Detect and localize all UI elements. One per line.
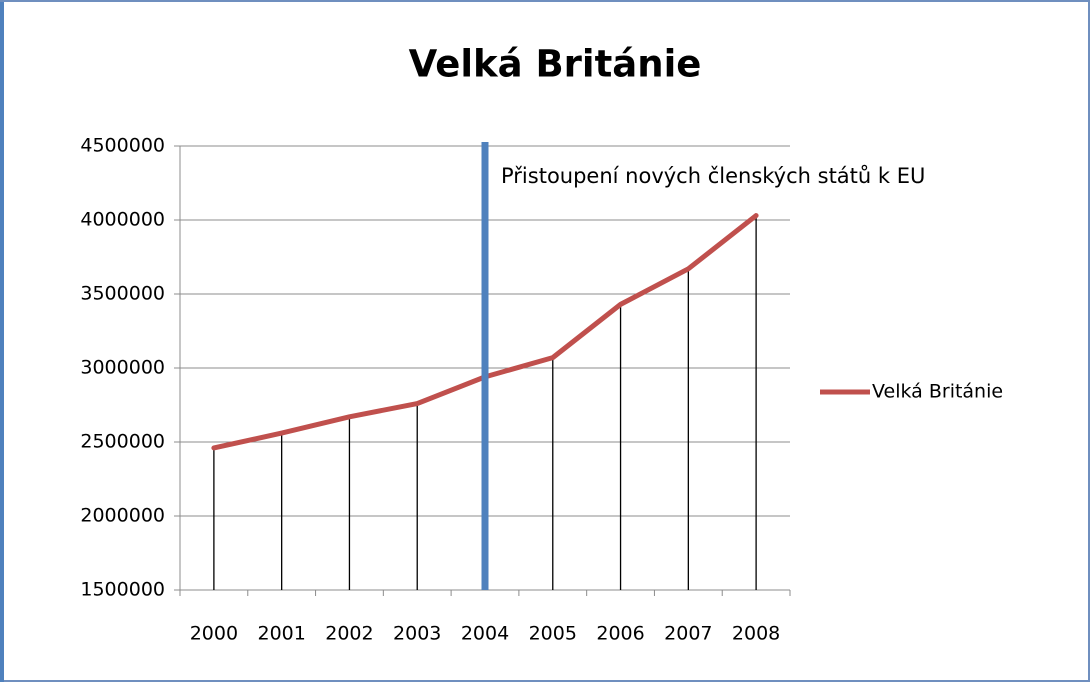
y-tick-label: 4500000 [80, 135, 165, 157]
y-tick-label: 4000000 [80, 209, 165, 231]
x-tick-label: 2006 [596, 623, 644, 645]
y-tick-label: 3500000 [80, 283, 165, 305]
x-tick-label: 2007 [664, 623, 712, 645]
x-tick-label: 2005 [529, 623, 577, 645]
y-tick-label: 2500000 [80, 431, 165, 453]
y-tick-label: 3000000 [80, 357, 165, 379]
x-tick-label: 2001 [257, 623, 305, 645]
x-tick-label: 2003 [393, 623, 441, 645]
legend-label: Velká Británie [872, 381, 1003, 403]
y-tick-label: 1500000 [80, 579, 165, 601]
y-tick-label: 2000000 [80, 505, 165, 527]
x-tick-label: 2000 [190, 623, 238, 645]
x-tick-label: 2004 [461, 623, 509, 645]
chart-title: Velká Británie [409, 43, 702, 86]
annotation-text: Přistoupení nových členských států k EU [501, 164, 925, 188]
x-tick-label: 2002 [325, 623, 373, 645]
x-tick-label: 2008 [732, 623, 780, 645]
